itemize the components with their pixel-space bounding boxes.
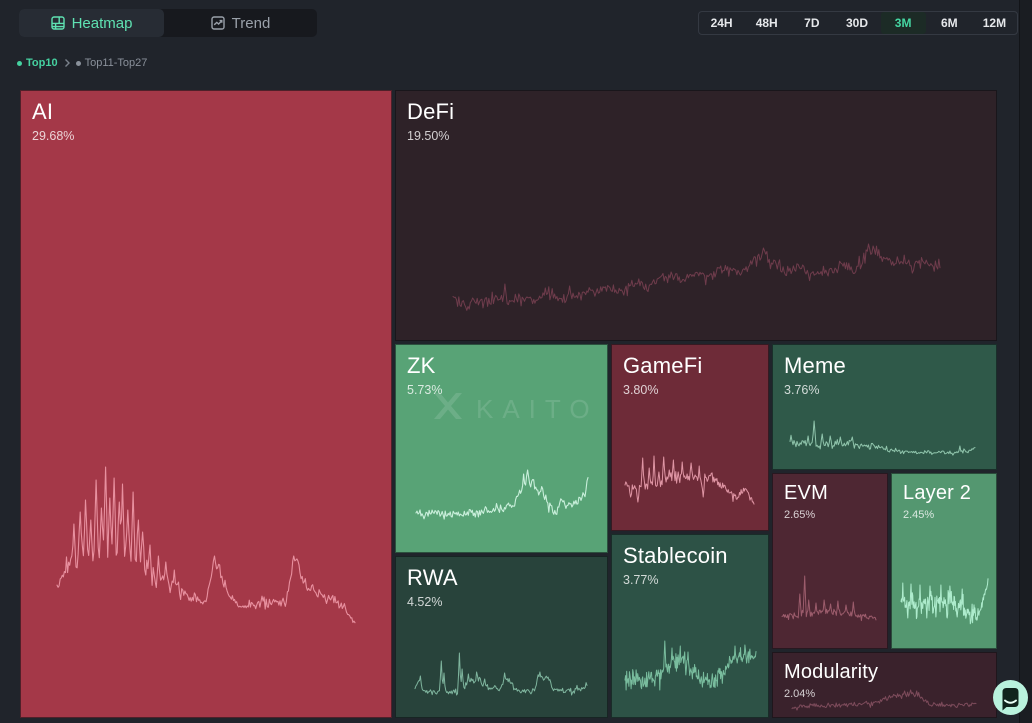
svg-text:KAITO: KAITO <box>476 394 599 424</box>
